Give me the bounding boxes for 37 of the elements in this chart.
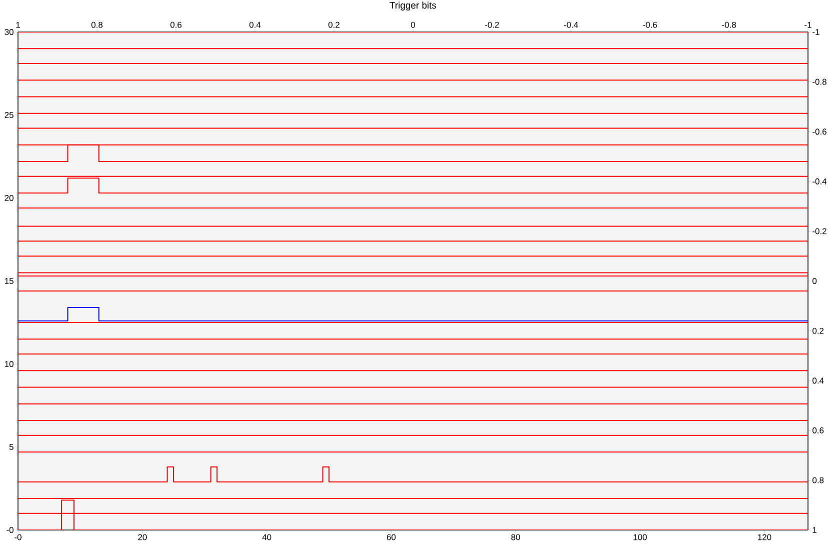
- y2-tick-label: -0.6: [812, 128, 826, 135]
- y2-tick-label: -0.8: [812, 78, 826, 85]
- x2-tick-label: -0.6: [643, 22, 657, 28]
- y-tick-label: 20: [4, 195, 14, 201]
- y-tick-label: 10: [5, 361, 14, 367]
- y2-tick-label: -0.4: [812, 178, 827, 184]
- y2-tick-label: 0: [812, 278, 817, 284]
- y-tick-label: 30: [4, 29, 14, 35]
- y-tick-label: -0: [6, 527, 14, 533]
- x2-tick-label: -0.2: [485, 22, 499, 28]
- x2-tick-label: -1: [804, 22, 812, 28]
- y2-tick-label: -1: [812, 29, 820, 35]
- x2-tick-label: 0.8: [91, 22, 103, 28]
- x-tick-label: 80: [511, 534, 520, 540]
- x2-tick-label: 0.2: [328, 22, 340, 28]
- x2-tick-label: 0.6: [170, 22, 182, 28]
- x2-tick-label: -0.4: [564, 22, 578, 28]
- y2-tick-label: 0.2: [812, 328, 824, 334]
- x-tick-label: 100: [634, 534, 647, 540]
- x-tick-label: 40: [262, 534, 272, 540]
- x-tick-label: 60: [386, 534, 396, 540]
- x2-tick-label: 1: [16, 22, 20, 28]
- x2-tick-label: 0: [410, 22, 416, 28]
- y-tick-label: 5: [9, 444, 14, 450]
- x2-tick-label: 0.4: [249, 22, 261, 28]
- x-tick-label: 120: [758, 534, 772, 540]
- y2-tick-label: 1: [812, 527, 816, 533]
- x2-tick-label: -0.8: [722, 22, 736, 28]
- y2-tick-label: 0.4: [812, 378, 824, 384]
- y2-tick-label: 0.8: [812, 477, 824, 484]
- y-tick-label: 25: [4, 112, 14, 118]
- x-tick-label: 20: [138, 534, 147, 540]
- x-tick-label: -0: [14, 534, 22, 540]
- y2-tick-label: 0.6: [812, 427, 824, 434]
- y-tick-label: 15: [5, 278, 14, 284]
- y2-tick-label: -0.2: [812, 228, 826, 234]
- chart-title: Trigger bits: [390, 2, 436, 11]
